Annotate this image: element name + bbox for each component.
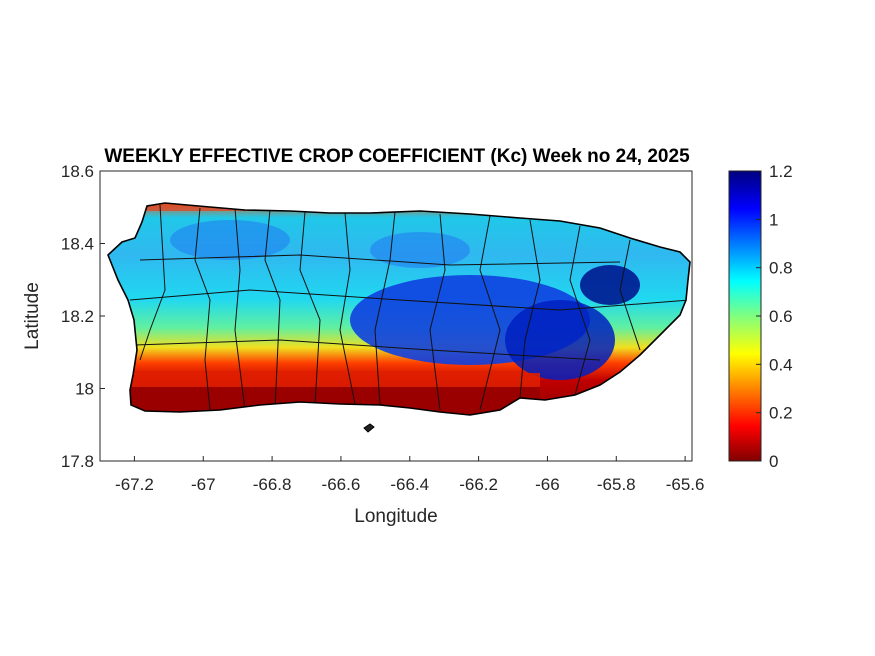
x-tick-label: -66.6 [322,475,361,494]
high-kc-zone-yunque [580,265,640,305]
colorbar-ticks: 0 0.2 0.4 0.6 0.8 1 1.2 [756,162,793,471]
x-tick-label: -66 [535,475,560,494]
y-tick-label: 18 [75,380,94,399]
x-tick-label: -66.2 [459,475,498,494]
colorbar-tick-label: 0.4 [769,355,793,374]
x-axis-ticks: -67.2 -67 -66.8 -66.6 -66.4 -66.2 -66 -65.8 -65.… [115,456,704,494]
y-axis-ticks: 17.8 18 18.2 18.4 18.6 [61,162,105,471]
x-tick-label: -67.2 [115,475,154,494]
x-tick-label: -65.8 [597,475,636,494]
x-tick-label: -66.8 [253,475,292,494]
mid-kc-zone-north [370,232,470,268]
y-tick-label: 18.6 [61,162,94,181]
y-tick-label: 17.8 [61,452,94,471]
x-tick-label: -67 [191,475,216,494]
colorbar-tick-label: 1 [769,210,778,229]
colorbar-tick-label: 1.2 [769,162,793,181]
x-tick-label: -65.6 [666,475,705,494]
coastline [107,202,691,416]
y-axis-label: Latitude [22,282,43,350]
high-kc-zone-east [505,300,615,380]
colorbar-tick-label: 0.6 [769,307,793,326]
islet [363,423,375,433]
x-axis-label: Longitude [354,506,437,527]
colorbar-tick-label: 0 [769,452,778,471]
mid-kc-zone-northwest [170,220,290,260]
x-tick-label: -66.4 [390,475,429,494]
y-tick-label: 18.4 [61,235,94,254]
chart-title: WEEKLY EFFECTIVE CROP COEFFICIENT (Kc) W… [104,146,690,167]
colorbar-tick-label: 0.8 [769,259,793,278]
municipal-boundaries [129,204,690,411]
y-tick-label: 18.2 [61,307,94,326]
colorbar-tick-label: 0.2 [769,404,793,423]
